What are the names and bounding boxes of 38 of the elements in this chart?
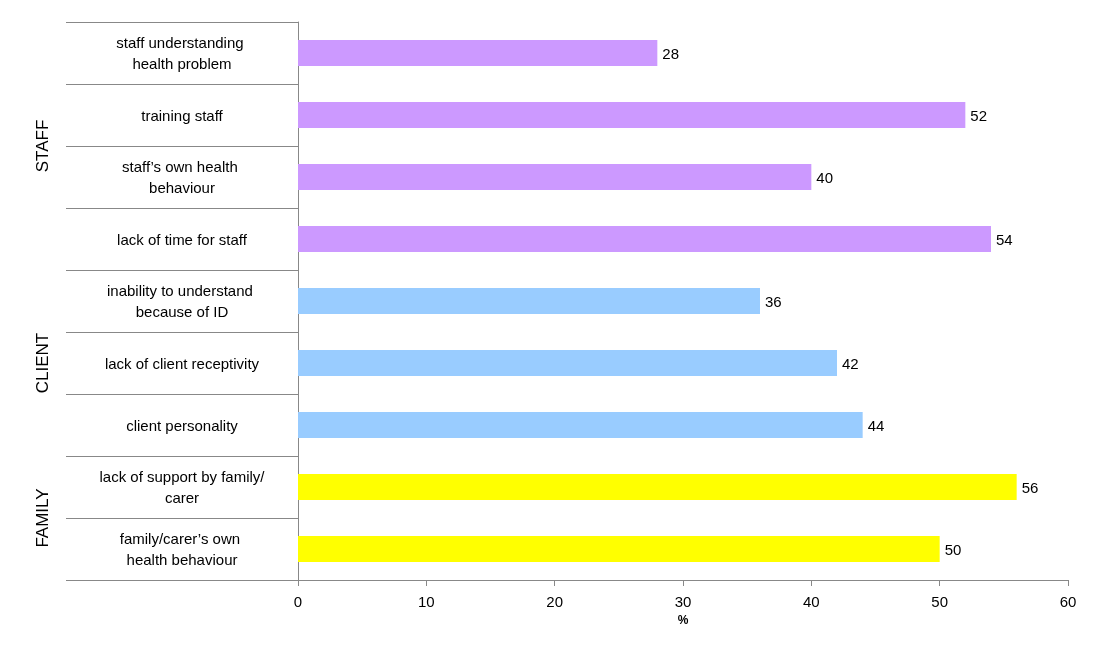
y-tick-label: family/carer’s own health behaviour (119, 530, 245, 568)
bar (298, 101, 966, 129)
bar (298, 287, 760, 315)
bar (298, 535, 940, 563)
data-label: 42 (842, 354, 859, 372)
text: STAFF (32, 119, 52, 173)
data-label: 28 (662, 44, 680, 62)
data-label: 54 (996, 230, 1013, 248)
bar (298, 411, 863, 439)
data-label: 52 (970, 106, 988, 124)
bar (298, 349, 837, 377)
y-tick-label: staff’s own health behaviour (122, 158, 242, 196)
x-tick-label: 10 (417, 593, 435, 610)
data-label: 36 (765, 292, 782, 310)
data-label: 40 (816, 168, 834, 186)
x-tick-label: 0 (293, 593, 303, 610)
x-axis-title: % (677, 612, 689, 627)
data-label: 50 (944, 540, 962, 558)
text: FAMILY (32, 488, 52, 548)
x-tick-label: 60 (1059, 593, 1077, 610)
bar (298, 473, 1017, 501)
y-tick-label: lack of time for staff (117, 230, 248, 248)
y-tick-label: client personality (126, 416, 239, 434)
x-tick-label: 30 (674, 593, 692, 610)
data-label: 44 (867, 416, 885, 434)
y-tick-label: lack of support by family/carer (99, 468, 266, 506)
y-tick-label: inability to understand because of ID (106, 282, 258, 320)
y-tick-label: staff understanding health problem (116, 34, 248, 72)
x-tick-label: 50 (931, 593, 949, 610)
data-label: 56 (1021, 478, 1039, 496)
x-tick-label: 40 (802, 593, 820, 610)
bar (298, 225, 991, 253)
bar (298, 39, 658, 67)
text: CLIENT (32, 332, 52, 394)
x-tick-label: 20 (546, 593, 564, 610)
y-tick-label: training staff (141, 106, 224, 124)
y-tick-label: lack of client receptivity (104, 354, 260, 372)
bar (298, 163, 812, 191)
